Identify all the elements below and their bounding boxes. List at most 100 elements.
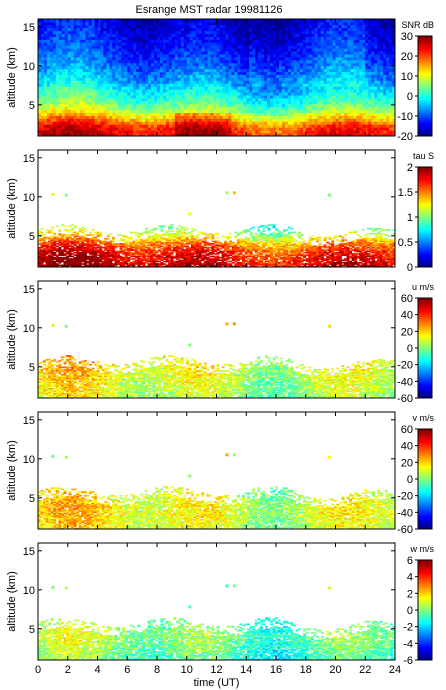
heatmap-cell xyxy=(198,89,203,93)
heatmap-cell xyxy=(106,83,110,87)
heatmap-cell xyxy=(100,48,104,52)
heatmap-cell xyxy=(210,77,214,81)
heatmap-cell xyxy=(267,89,271,93)
heatmap-cell xyxy=(207,95,211,99)
heatmap-cell xyxy=(112,92,116,96)
heatmap-cell xyxy=(228,89,232,93)
heatmap-cell xyxy=(276,33,280,37)
heatmap-cell xyxy=(344,124,348,128)
heatmap-cell xyxy=(139,68,143,73)
heatmap-cell xyxy=(341,86,345,90)
heatmap-cell xyxy=(124,133,128,137)
heatmap-cell xyxy=(157,130,161,134)
heatmap-cell xyxy=(270,68,274,73)
heatmap-cell xyxy=(299,33,304,37)
colorbar-step xyxy=(418,64,432,67)
heatmap-cell xyxy=(368,48,372,52)
heatmap-cell xyxy=(67,59,72,64)
heatmap-cell xyxy=(243,54,247,58)
heatmap-cell xyxy=(258,27,262,32)
heatmap-cell xyxy=(308,109,313,113)
heatmap-cell xyxy=(85,36,89,40)
heatmap-cell xyxy=(267,68,271,73)
heatmap-cell xyxy=(180,92,185,96)
heatmap-cell xyxy=(38,89,42,93)
heatmap-cell xyxy=(302,80,307,84)
heatmap-cell xyxy=(258,115,262,119)
heatmap-cell xyxy=(186,33,191,37)
heatmap-cell xyxy=(335,124,339,128)
heatmap-cell xyxy=(192,103,197,108)
heatmap-cell xyxy=(359,39,363,43)
heatmap-cell xyxy=(284,130,289,134)
heatmap-cell xyxy=(383,68,387,73)
heatmap-cell xyxy=(252,92,256,96)
heatmap-cell xyxy=(320,80,325,84)
heatmap-cell xyxy=(305,118,310,122)
heatmap-cell xyxy=(67,36,72,40)
heatmap-cell xyxy=(314,133,319,137)
heatmap-cell xyxy=(329,68,333,73)
heatmap-cell xyxy=(76,77,81,81)
colorbar-tick-label: 10 xyxy=(401,71,413,83)
heatmap-cell xyxy=(234,33,238,37)
heatmap-cell xyxy=(127,71,131,75)
heatmap-cell xyxy=(258,83,262,87)
heatmap-cell xyxy=(192,109,197,113)
heatmap-cell xyxy=(142,92,146,96)
heatmap-cell xyxy=(148,65,152,70)
heatmap-cell xyxy=(222,109,226,113)
heatmap-cell xyxy=(350,51,354,55)
heatmap-cell xyxy=(58,121,63,125)
heatmap-cell xyxy=(341,103,345,108)
heatmap-cell xyxy=(198,36,203,40)
heatmap-cell xyxy=(171,133,176,137)
heatmap-cell xyxy=(246,54,250,58)
heatmap-cell xyxy=(157,71,161,75)
heatmap-cell xyxy=(154,24,158,29)
colorbar-step xyxy=(418,62,432,65)
heatmap-cell xyxy=(368,74,372,78)
heatmap-cell xyxy=(159,45,164,49)
heatmap-cell xyxy=(67,65,72,70)
colorbar-tick-label: 20 xyxy=(401,51,413,63)
heatmap-cell xyxy=(124,74,128,78)
heatmap-cell xyxy=(52,77,57,81)
heatmap-cell xyxy=(195,89,200,93)
heatmap-cell xyxy=(293,103,298,108)
colorbar-step xyxy=(418,97,432,100)
heatmap-cell xyxy=(338,86,342,90)
heatmap-cell xyxy=(38,230,41,233)
heatmap-cell xyxy=(365,106,369,111)
heatmap-cell xyxy=(168,115,173,119)
heatmap-cell xyxy=(127,54,131,58)
heatmap-cell xyxy=(374,48,378,52)
heatmap-cell xyxy=(198,33,203,37)
heatmap-cell xyxy=(326,42,330,46)
heatmap-cell xyxy=(216,24,220,29)
heatmap-cell xyxy=(58,127,63,131)
heatmap-cell xyxy=(296,133,301,137)
heatmap-cell xyxy=(189,68,194,73)
heatmap-cell xyxy=(43,62,48,67)
heatmap-cell xyxy=(255,54,259,58)
heatmap-cell xyxy=(335,30,339,35)
heatmap-cell xyxy=(234,124,238,128)
heatmap-cell xyxy=(299,109,304,113)
heatmap-cell xyxy=(284,39,289,43)
heatmap-cell xyxy=(356,19,360,23)
heatmap-cell xyxy=(198,24,203,29)
heatmap-cell xyxy=(100,54,104,58)
heatmap-cell xyxy=(243,33,247,37)
heatmap-cell xyxy=(308,30,313,35)
heatmap-cell xyxy=(308,77,313,81)
heatmap-cell xyxy=(121,19,125,23)
heatmap-cell xyxy=(365,124,369,128)
heatmap-cell xyxy=(145,74,149,78)
heatmap-cell xyxy=(207,27,211,32)
heatmap-cell xyxy=(347,51,351,55)
heatmap-cell xyxy=(350,27,354,32)
heatmap-cell xyxy=(103,68,107,73)
heatmap-cell xyxy=(151,100,155,105)
heatmap-cell xyxy=(76,115,81,119)
